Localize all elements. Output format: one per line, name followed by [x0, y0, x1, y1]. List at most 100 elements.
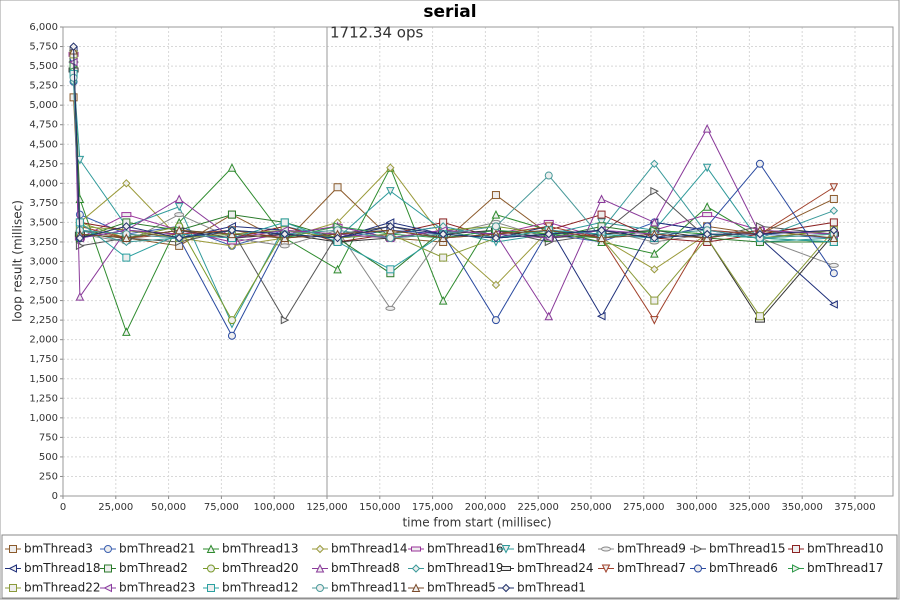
- marker: [174, 233, 184, 243]
- y-tick-label: 0: [52, 491, 58, 502]
- marker: [207, 564, 215, 573]
- marker: [104, 564, 112, 573]
- y-tick-label: 5,750: [29, 42, 58, 53]
- marker: [491, 191, 500, 200]
- x-tick-label: 300,000: [676, 502, 717, 513]
- marker: [75, 292, 85, 301]
- marker: [829, 183, 839, 192]
- series-line: [73, 62, 835, 310]
- marker: [75, 155, 85, 165]
- marker: [438, 295, 448, 305]
- marker: [333, 233, 342, 243]
- legend-label: bmThread16: [427, 542, 504, 556]
- y-tick-label: 5,500: [29, 61, 58, 72]
- legend-label: bmThread20: [222, 561, 299, 575]
- marker: [227, 163, 237, 172]
- x-tick-label: 200,000: [465, 502, 506, 513]
- y-tick-label: 4,750: [29, 120, 58, 131]
- marker: [227, 331, 236, 340]
- marker: [597, 233, 606, 243]
- legend-label: bmThread18: [24, 561, 101, 575]
- marker: [386, 234, 395, 243]
- marker: [227, 316, 236, 325]
- y-tick-label: 3,000: [29, 257, 58, 268]
- marker: [829, 226, 839, 235]
- marker: [829, 206, 839, 215]
- marker: [333, 183, 342, 192]
- x-axis-label: time from start (millisec): [402, 516, 551, 530]
- marker: [650, 296, 659, 305]
- marker: [650, 249, 659, 258]
- y-tick-label: 500: [39, 452, 58, 463]
- marker: [280, 218, 289, 227]
- marker: [491, 316, 500, 325]
- marker: [650, 316, 659, 325]
- y-tick-label: 2,750: [29, 276, 58, 287]
- annotation-text: 1712.34 ops: [330, 24, 423, 42]
- marker: [501, 545, 511, 554]
- marker: [315, 563, 325, 573]
- marker: [386, 265, 395, 274]
- marker: [8, 564, 17, 573]
- legend-label: bmThread11: [331, 581, 408, 595]
- legend-label: bmThread23: [119, 581, 196, 595]
- marker: [544, 311, 554, 321]
- marker: [596, 311, 606, 321]
- legend-label: bmThread21: [119, 542, 196, 556]
- marker: [69, 73, 78, 82]
- marker: [702, 123, 712, 133]
- chart-title: serial: [423, 2, 476, 22]
- y-tick-label: 2,250: [29, 315, 58, 326]
- marker: [207, 584, 215, 592]
- marker: [104, 545, 112, 553]
- marker: [103, 583, 112, 593]
- legend-label: bmThread9: [617, 542, 686, 556]
- marker: [439, 253, 448, 262]
- marker: [597, 210, 606, 219]
- marker: [174, 225, 184, 235]
- marker: [333, 264, 342, 274]
- legend-label: bmThread4: [517, 542, 586, 556]
- marker: [386, 222, 395, 231]
- marker: [755, 312, 764, 321]
- marker: [694, 544, 703, 554]
- marker: [69, 93, 78, 102]
- legend-label: bmThread6: [709, 561, 778, 575]
- marker: [227, 226, 237, 235]
- marker: [385, 305, 396, 311]
- legend-label: bmThread5: [427, 581, 496, 595]
- x-tick-label: 50,000: [151, 502, 186, 513]
- y-tick-label: 2,000: [29, 335, 58, 346]
- marker: [501, 583, 511, 593]
- marker: [491, 222, 500, 231]
- marker: [792, 545, 800, 553]
- marker: [650, 186, 659, 196]
- y-axis-label: loop result (millisec): [11, 200, 25, 322]
- y-tick-label: 250: [39, 471, 58, 482]
- legend-label: bmThread17: [807, 561, 884, 575]
- marker: [174, 202, 184, 212]
- y-tick-label: 4,250: [29, 159, 58, 170]
- y-tick-label: 4,500: [29, 139, 58, 150]
- marker: [829, 269, 838, 278]
- marker: [829, 218, 838, 227]
- x-tick-label: 225,000: [518, 502, 559, 513]
- y-tick-label: 2,500: [29, 296, 58, 307]
- marker: [544, 229, 553, 239]
- plot-border: [62, 26, 894, 497]
- legend-label: bmThread3: [24, 542, 93, 556]
- marker: [544, 171, 553, 180]
- y-tick-label: 1,500: [29, 374, 58, 385]
- legend-label: bmThread22: [24, 581, 101, 595]
- marker: [280, 315, 290, 325]
- legend-label: bmThread13: [222, 542, 299, 556]
- marker: [279, 243, 290, 249]
- legend-label: bmThread8: [331, 561, 400, 575]
- x-tick-label: 100,000: [254, 502, 295, 513]
- x-tick-label: 375,000: [834, 502, 875, 513]
- marker: [121, 212, 132, 218]
- marker: [411, 546, 421, 552]
- marker: [491, 280, 501, 290]
- marker: [122, 253, 131, 262]
- marker: [792, 564, 801, 573]
